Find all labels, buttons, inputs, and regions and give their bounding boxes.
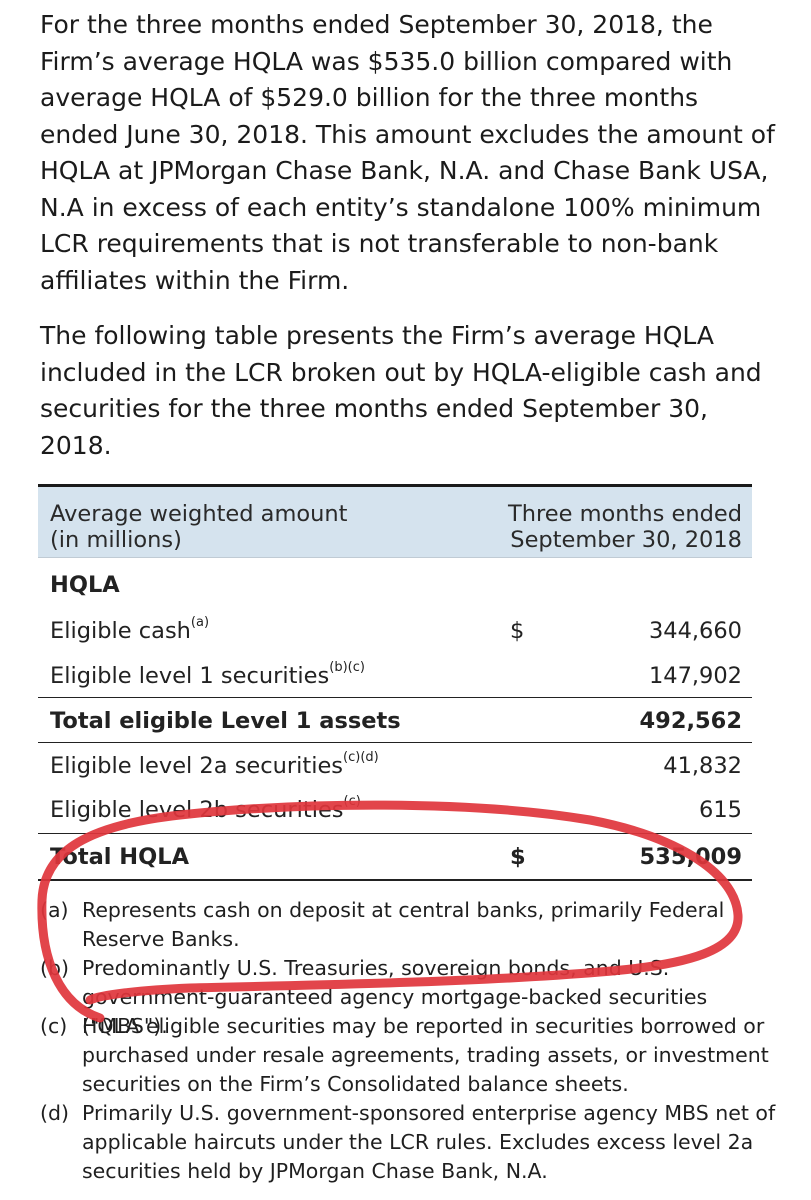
table-row: Eligible level 2a securities(c)(d) 41,83… [38, 742, 752, 788]
row-value: 535,009 [639, 844, 742, 870]
table-row: Eligible cash(a) $ 344,660 [38, 608, 752, 653]
row-value: 492,562 [639, 708, 742, 734]
header-left-label: Average weighted amount (in millions) [50, 501, 348, 553]
footnote-marker: (d) [40, 1101, 70, 1125]
row-label: Eligible level 2b securities(c) [50, 794, 361, 823]
table-row: Eligible level 2b securities(c) 615 [38, 787, 752, 832]
footnote-text: HQLA eligible securities may be reported… [82, 1014, 769, 1096]
footnote-c: (c) HQLA eligible securities may be repo… [40, 1012, 780, 1099]
row-value: 615 [699, 797, 742, 823]
footnote-marker: (b) [40, 956, 70, 980]
table-row: Eligible level 1 securities(b)(c) 147,90… [38, 653, 752, 698]
table-intro-paragraph: The following table presents the Firm’s … [40, 321, 762, 460]
dollar-sign: $ [510, 618, 525, 644]
footnote-text: Primarily U.S. government-sponsored ente… [82, 1101, 776, 1183]
footnote-a: (a) Represents cash on deposit at centra… [40, 896, 780, 954]
row-value: 41,832 [663, 753, 742, 779]
table-header: Average weighted amount (in millions) Th… [38, 484, 752, 558]
row-value: 344,660 [648, 618, 742, 644]
footnote-marker: (a) [40, 898, 69, 922]
footnote-text: Represents cash on deposit at central ba… [82, 898, 725, 951]
intro-paragraph: For the three months ended September 30,… [40, 10, 775, 295]
footnote-b: (b) Predominantly U.S. Treasuries, sover… [40, 954, 780, 1038]
row-label: Total eligible Level 1 assets [50, 708, 401, 734]
section-heading-row: HQLA [38, 562, 752, 607]
row-label: Eligible level 2a securities(c)(d) [50, 750, 379, 779]
row-value: 147,902 [648, 663, 742, 689]
row-label: Eligible level 1 securities(b)(c) [50, 660, 365, 689]
dollar-sign: $ [510, 844, 526, 870]
header-right-label: Three months ended September 30, 2018 [507, 501, 742, 553]
row-label: Eligible cash(a) [50, 615, 210, 644]
row-label: Total HQLA [50, 844, 190, 870]
section-label: HQLA [50, 572, 120, 598]
footnote-marker: (c) [40, 1014, 68, 1038]
footnote-d: (d) Primarily U.S. government-sponsored … [40, 1099, 780, 1186]
grand-total-row: Total HQLA $ 535,009 [38, 833, 752, 881]
total-row: Total eligible Level 1 assets 492,562 [38, 697, 752, 743]
